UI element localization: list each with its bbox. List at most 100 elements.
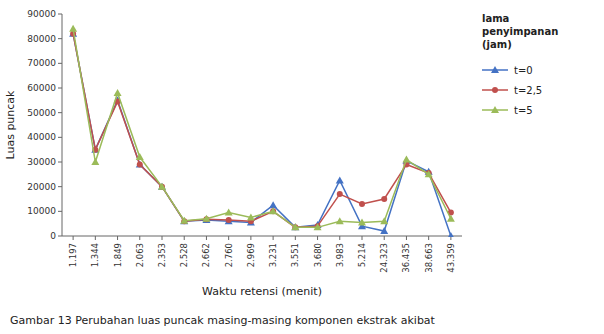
x-tick [250,236,251,240]
marker [359,201,365,207]
y-tick-label: 20000 [27,182,56,192]
x-tick-label: 2.662 [201,243,211,267]
marker [380,227,388,234]
marker [247,214,255,221]
x-tick-label: 3.231 [268,243,278,267]
x-tick-label: 2.063 [135,243,145,267]
x-tick [117,236,118,240]
x-tick-label: 3.551 [290,243,300,267]
marker [269,207,277,214]
x-tick-label: 1.344 [90,243,100,267]
x-axis: 1.1971.3441.8492.0632.3532.5282.6622.760… [62,236,462,273]
x-tick [162,236,163,240]
series [70,31,454,231]
marker [270,208,276,214]
legend: lamapenyimpanan(jam) t=0 t=2,5 t=5 [482,13,558,116]
marker [291,223,299,230]
y-tick [58,211,62,212]
x-axis-line [62,236,462,237]
marker [225,209,233,216]
marker [381,196,387,202]
legend-label: t=5 [514,105,533,116]
y-tick-label: 30000 [27,157,56,167]
x-tick [384,236,385,240]
x-tick-label: 3.680 [313,243,323,267]
x-tick-label: 2.969 [246,243,256,267]
marker [425,170,433,177]
marker [447,232,455,237]
line [73,34,451,228]
y-tick [58,162,62,163]
legend-title-line: (jam) [482,39,512,50]
y-tick [58,88,62,89]
x-tick-label: 38.663 [424,243,434,273]
marker [447,215,455,222]
y-tick [58,112,62,113]
y-tick [58,186,62,187]
marker [269,201,277,208]
x-tick [362,236,363,240]
x-tick [228,236,229,240]
legend-label: t=2,5 [514,85,542,96]
x-tick [139,236,140,240]
y-tick [58,137,62,138]
x-tick-label: 1.849 [113,243,123,267]
plot-area [69,25,455,237]
legend-marker [491,66,499,73]
marker [336,177,344,184]
x-tick [73,236,74,240]
marker [136,153,144,160]
caption: Gambar 13 Perubahan luas puncak masing-m… [10,314,436,327]
marker [402,156,410,163]
y-tick [58,236,62,237]
line [73,29,451,228]
y-tick-label: 60000 [27,83,56,93]
legend-marker [492,87,498,93]
line [73,34,451,236]
y-tick [58,63,62,64]
x-tick-label: 24.323 [379,243,389,273]
marker [180,217,188,224]
marker [158,183,166,190]
marker [225,217,233,224]
marker [314,223,322,230]
x-tick [206,236,207,240]
marker [202,215,210,222]
x-tick [406,236,407,240]
marker [91,158,99,165]
y-axis-label: Luas puncak [4,90,17,160]
x-tick-label: 1.197 [68,243,78,267]
x-tick [317,236,318,240]
y-tick-label: 40000 [27,132,56,142]
marker [137,161,143,167]
marker [226,217,232,223]
marker [337,191,343,197]
y-tick-label: 90000 [27,9,56,19]
y-tick-label: 0 [50,231,56,241]
marker [114,89,122,96]
y-tick-label: 80000 [27,34,56,44]
x-tick [339,236,340,240]
y-axis: 0 10000 20000 30000 40000 50000 60000 70000 8000… [27,9,62,241]
x-tick-label: 2.353 [157,243,167,267]
series [69,25,455,231]
marker [380,217,388,224]
y-tick-label: 10000 [27,206,56,216]
marker [336,217,344,224]
x-axis-label: Waktu retensi (menit) [202,285,322,298]
y-tick [58,14,62,15]
legend-marker [491,106,499,113]
legend-title: lamapenyimpanan(jam) [482,13,558,50]
series [69,30,455,237]
x-tick [428,236,429,240]
x-tick-label: 2.760 [224,243,234,267]
y-tick-label: 70000 [27,58,56,68]
x-tick [273,236,274,240]
legend-title-line: lama [482,13,509,24]
x-tick [95,236,96,240]
y-axis-line [62,14,63,236]
legend-label: t=0 [514,65,533,76]
chart: 0 10000 20000 30000 40000 50000 60000 70000 8000… [0,0,604,334]
x-tick-label: 3.983 [335,243,345,267]
y-tick-label: 50000 [27,108,56,118]
